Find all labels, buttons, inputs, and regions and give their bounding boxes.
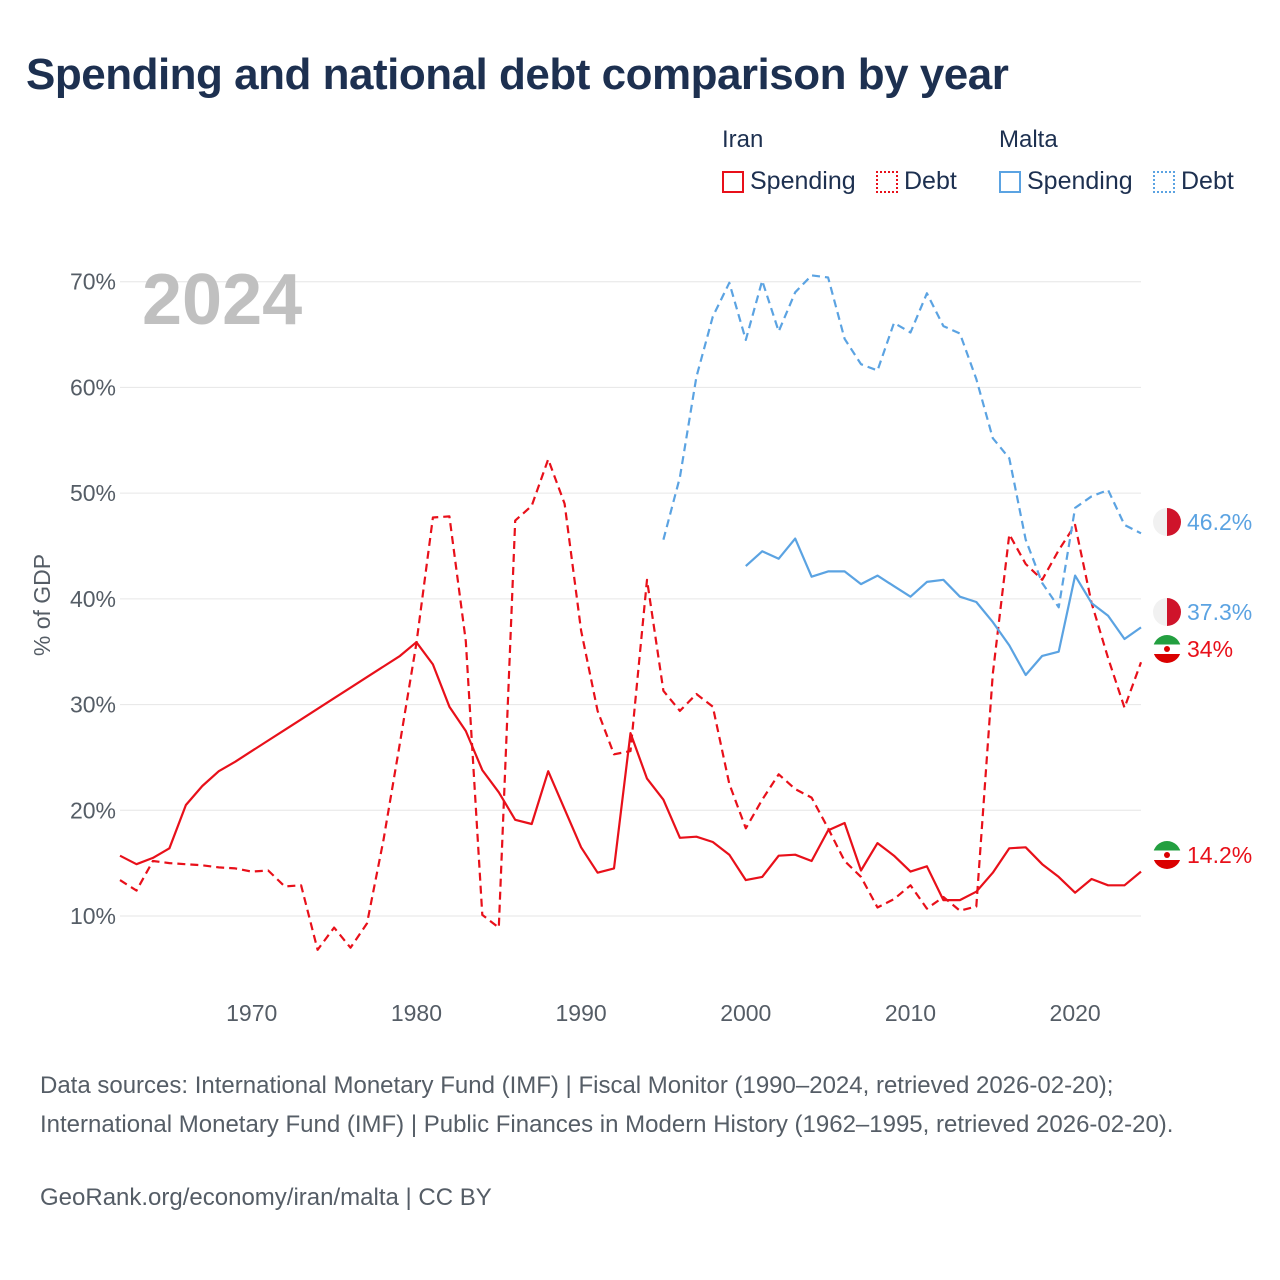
y-tick-label: 10% (70, 903, 116, 929)
iran-flag-icon (1153, 841, 1181, 869)
series-line-iran-debt[interactable] (119, 458, 1143, 951)
x-axis: 1970 1980 1990 2000 2010 2020 (226, 1000, 1101, 1026)
legend-item-malta-spending[interactable]: Spending (999, 167, 1133, 196)
y-axis: 10% 20% 30% 40% 50% 60% 70% (70, 269, 116, 929)
legend-swatch-iran-debt (876, 170, 898, 193)
legend-swatch-malta-spending (999, 170, 1021, 193)
footer-sources: Data sources: International Monetary Fun… (40, 1072, 1174, 1138)
series-line-malta-debt[interactable] (662, 274, 1142, 609)
gridlines (120, 281, 1141, 917)
legend-item-iran-spending[interactable]: Spending (722, 167, 856, 196)
y-axis-label: % of GDP (29, 554, 55, 656)
end-label-malta-debt: 46.2% (1187, 509, 1252, 535)
end-label-malta-spending: 37.3% (1187, 599, 1252, 625)
series-lines (119, 274, 1143, 951)
malta-flag-icon (1153, 598, 1181, 626)
legend-label-iran-spending: Spending (750, 167, 856, 195)
y-tick-label: 60% (70, 374, 116, 400)
legend-swatch-iran-spending (722, 170, 744, 193)
y-tick-label: 40% (70, 586, 116, 612)
x-tick-label: 2020 (1050, 1000, 1101, 1026)
y-tick-label: 20% (70, 797, 116, 823)
x-tick-label: 1970 (226, 1000, 277, 1026)
footer-credit: GeoRank.org/economy/iran/malta | CC BY (40, 1184, 492, 1211)
y-tick-label: 30% (70, 692, 116, 718)
end-label-iran-spending: 14.2% (1187, 842, 1252, 868)
legend-group-malta: Malta (999, 126, 1058, 153)
end-label-iran-debt: 34% (1187, 636, 1233, 662)
series-line-iran-spending[interactable] (119, 641, 1142, 902)
x-tick-label: 1990 (556, 1000, 607, 1026)
legend-label-iran-debt: Debt (904, 167, 957, 195)
legend-label-malta-debt: Debt (1181, 167, 1234, 195)
iran-flag-icon (1153, 635, 1181, 663)
legend-swatch-malta-debt (1153, 170, 1175, 193)
x-tick-label: 1980 (391, 1000, 442, 1026)
chart-title: Spending and national debt comparison by… (26, 50, 1009, 99)
legend-item-malta-debt[interactable]: Debt (1153, 167, 1234, 196)
x-tick-label: 2010 (885, 1000, 936, 1026)
y-tick-label: 50% (70, 480, 116, 506)
x-tick-label: 2000 (720, 1000, 771, 1026)
line-chart: 10% 20% 30% 40% 50% 60% 70% 1970 1980 1990 2000 20… (29, 260, 1252, 1026)
legend-label-malta-spending: Spending (1027, 167, 1133, 195)
y-tick-label: 70% (70, 269, 116, 295)
legend-item-iran-debt[interactable]: Debt (876, 167, 957, 196)
legend-group-iran: Iran (722, 126, 764, 153)
malta-flag-icon (1153, 508, 1181, 536)
year-watermark: 2024 (142, 260, 302, 340)
series-line-malta-spending[interactable] (745, 537, 1142, 677)
